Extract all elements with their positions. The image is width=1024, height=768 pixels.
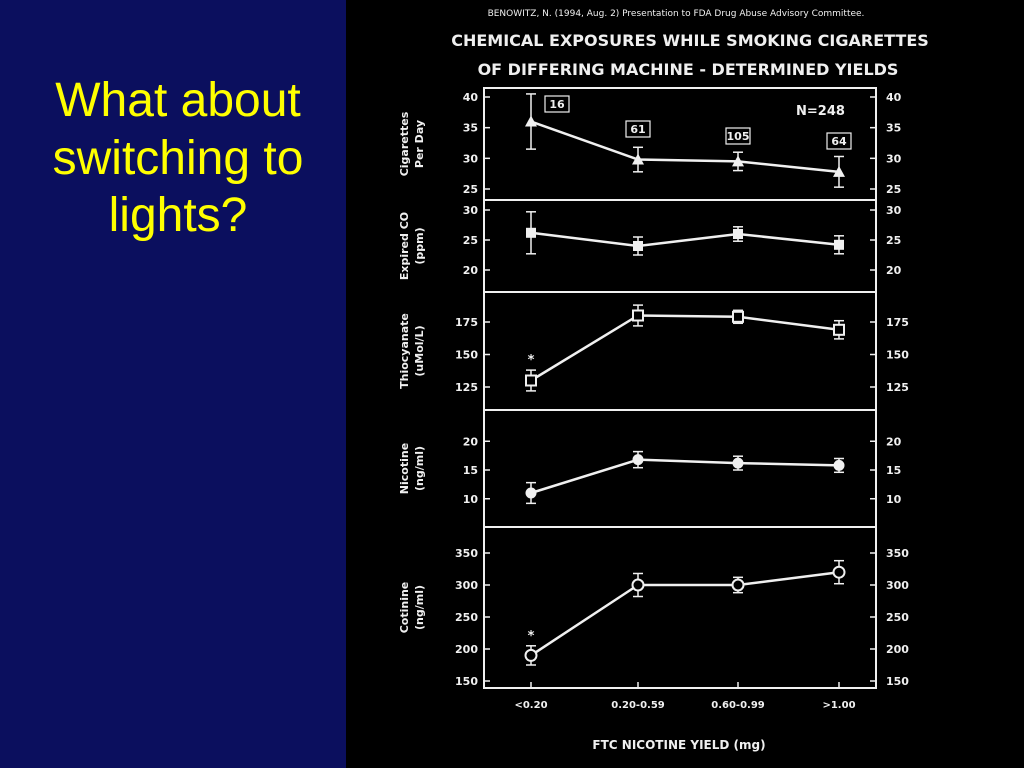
- significance-marker: *: [528, 353, 535, 368]
- chart-figure: BENOWITZ, N. (1994, Aug. 2) Presentation…: [346, 0, 1024, 768]
- y-tick-label-left: 25: [463, 183, 478, 196]
- y-tick-label-right: 150: [886, 349, 909, 362]
- y-tick-label-left: 40: [463, 91, 479, 104]
- y-tick-label-left: 300: [455, 579, 478, 592]
- y-axis-label: (ng/ml): [413, 585, 426, 630]
- y-axis-label: Thiocyanate: [398, 313, 411, 389]
- series-line: [530, 570, 840, 657]
- data-point: [525, 487, 537, 499]
- group-size-box: [625, 120, 651, 138]
- plot-area: 25 25 30 30 35 35 40 40 Cigarettes Per Day 16 61 105…: [398, 87, 909, 711]
- group-size-label: 64: [831, 135, 847, 148]
- y-tick-label-left: 250: [455, 611, 478, 624]
- y-tick-label-right: 30: [886, 204, 902, 217]
- y-tick-label-right: 20: [886, 435, 902, 448]
- y-axis-label: (ppm): [413, 227, 426, 264]
- y-tick-label-left: 35: [463, 122, 478, 135]
- y-tick-label-right: 200: [886, 643, 909, 656]
- y-tick-label-right: 35: [886, 122, 901, 135]
- y-axis-label: Nicotine: [398, 443, 411, 494]
- y-tick-label-left: 150: [455, 675, 478, 688]
- data-point: [525, 374, 537, 387]
- n-label: N=248: [796, 104, 845, 119]
- slide-title: What about switching to lights?: [52, 74, 304, 243]
- x-axis-label: FTC NICOTINE YIELD (mg): [592, 738, 765, 752]
- y-tick-label-left: 30: [463, 152, 479, 165]
- group-size-box: [725, 127, 751, 145]
- y-tick-label-right: 300: [886, 579, 909, 592]
- y-axis-label: Cigarettes: [398, 111, 411, 176]
- y-tick-label-left: 125: [455, 381, 478, 394]
- data-point: [732, 310, 744, 323]
- chart-svg: BENOWITZ, N. (1994, Aug. 2) Presentation…: [398, 9, 929, 752]
- y-tick-label-left: 10: [463, 493, 479, 506]
- group-size-box: [544, 95, 570, 113]
- data-point: [526, 227, 536, 238]
- chart-subtitle: OF DIFFERING MACHINE - DETERMINED YIELDS: [478, 60, 899, 79]
- y-tick-label-left: 20: [463, 435, 479, 448]
- group-size-box: [826, 132, 852, 150]
- y-tick-label-right: 250: [886, 611, 909, 624]
- x-tick-label: 0.60-0.99: [711, 700, 765, 711]
- y-tick-label-right: 25: [886, 234, 901, 247]
- data-point: [833, 459, 845, 471]
- data-point: [731, 578, 745, 592]
- series-line: [530, 231, 840, 248]
- y-tick-label-right: 10: [886, 493, 902, 506]
- chart-citation: BENOWITZ, N. (1994, Aug. 2) Presentation…: [488, 9, 865, 19]
- significance-marker: *: [528, 629, 535, 644]
- y-axis-label: (uMol/L): [413, 325, 426, 376]
- y-tick-label-right: 20: [886, 264, 902, 277]
- group-size-label: 105: [727, 130, 750, 143]
- data-point: [632, 153, 644, 165]
- y-tick-label-left: 20: [463, 264, 479, 277]
- series-line: [530, 314, 840, 382]
- y-axis-label: Cotinine: [398, 582, 411, 634]
- chart-title: CHEMICAL EXPOSURES WHILE SMOKING CIGARET…: [451, 31, 929, 50]
- data-point: [633, 241, 643, 251]
- y-tick-label-right: 30: [886, 152, 902, 165]
- y-tick-label-left: 200: [455, 643, 478, 656]
- y-tick-label-left: 25: [463, 234, 478, 247]
- y-tick-label-left: 15: [463, 464, 478, 477]
- data-point: [631, 578, 645, 592]
- y-tick-label-left: 175: [455, 316, 478, 329]
- y-axis-label: Expired CO: [398, 212, 411, 280]
- data-point: [525, 115, 537, 127]
- series-line: [530, 120, 840, 174]
- y-tick-label-right: 15: [886, 464, 901, 477]
- x-tick-label: >1.00: [822, 700, 855, 711]
- series-line: [530, 458, 840, 495]
- data-point: [632, 454, 644, 466]
- y-tick-label-right: 125: [886, 381, 909, 394]
- y-tick-label-right: 175: [886, 316, 909, 329]
- y-tick-label-right: 350: [886, 547, 909, 560]
- y-axis-label: (ng/ml): [413, 446, 426, 491]
- data-point: [833, 165, 845, 177]
- y-tick-label-left: 350: [455, 547, 478, 560]
- data-point: [632, 309, 644, 322]
- group-size-label: 61: [630, 123, 645, 136]
- y-tick-label-right: 40: [886, 91, 902, 104]
- x-tick-label: <0.20: [514, 700, 547, 711]
- chart-frame: [483, 87, 877, 689]
- data-point: [732, 155, 744, 167]
- group-size-label: 16: [549, 98, 565, 111]
- y-tick-label-right: 150: [886, 675, 909, 688]
- data-point: [834, 239, 844, 250]
- data-point: [833, 323, 845, 336]
- data-point: [832, 565, 846, 579]
- y-tick-label-left: 150: [455, 349, 478, 362]
- y-tick-label-right: 25: [886, 183, 901, 196]
- y-tick-label-left: 30: [463, 204, 479, 217]
- x-tick-label: 0.20-0.59: [611, 700, 665, 711]
- data-point: [732, 457, 744, 469]
- data-point: [733, 229, 743, 239]
- y-axis-label: Per Day: [413, 120, 426, 168]
- data-point: [524, 648, 538, 662]
